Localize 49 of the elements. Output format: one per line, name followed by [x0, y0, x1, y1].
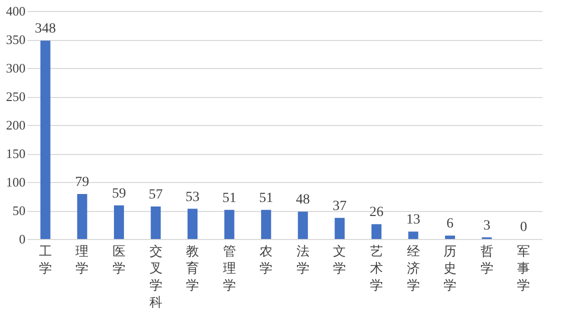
y-tick-label: 50: [12, 203, 26, 218]
y-tick-label: 400: [6, 4, 26, 18]
x-tick-label: 医学: [112, 244, 126, 276]
data-label: 3: [483, 218, 490, 234]
data-label: 59: [112, 186, 126, 202]
data-label: 51: [259, 190, 274, 206]
data-label: 6: [446, 216, 454, 232]
y-tick-label: 300: [6, 60, 26, 76]
y-tick-label: 100: [6, 174, 26, 190]
data-label: 348: [34, 22, 56, 37]
y-tick-label: 0: [19, 232, 26, 246]
x-tick-label: 教育学: [186, 244, 200, 292]
y-tick-label: 200: [6, 118, 26, 132]
y-tick-label: 350: [6, 32, 26, 47]
bar: [334, 218, 345, 239]
x-tick-label: 法学: [296, 244, 310, 276]
data-label: 37: [332, 198, 347, 214]
data-label: 53: [186, 190, 200, 205]
bar: [77, 194, 88, 239]
x-tick-label: 艺术学: [370, 244, 383, 292]
data-label: 57: [148, 188, 163, 203]
x-tick-label: 军事学: [517, 244, 530, 292]
x-tick-label: 管理学: [222, 244, 236, 292]
x-tick-label: 交叉学科: [149, 244, 162, 310]
x-tick-label: 经济学: [406, 244, 420, 292]
bar: [445, 236, 456, 239]
x-tick-label: 工学: [38, 244, 52, 276]
bar: [261, 210, 272, 239]
bar: [188, 208, 198, 239]
x-tick-label: 理学: [76, 244, 89, 276]
bar: [224, 210, 234, 239]
data-label: 51: [222, 190, 236, 206]
y-tick-label: 250: [6, 89, 26, 104]
data-label: 79: [75, 174, 90, 190]
x-tick-label: 文学: [333, 244, 346, 276]
x-tick-label: 农学: [260, 244, 273, 276]
data-label: 48: [296, 192, 310, 208]
bar: [408, 232, 418, 239]
bar: [114, 205, 124, 239]
bar: [298, 212, 308, 239]
bar: [40, 40, 50, 239]
bar: [150, 206, 161, 239]
bar: [371, 224, 382, 239]
y-tick-label: 150: [6, 146, 26, 161]
data-label: 26: [369, 205, 384, 220]
data-label: 13: [406, 212, 420, 228]
x-tick-label: 历史学: [444, 244, 457, 292]
data-label: 0: [520, 220, 528, 235]
x-tick-label: 哲学: [480, 244, 494, 276]
